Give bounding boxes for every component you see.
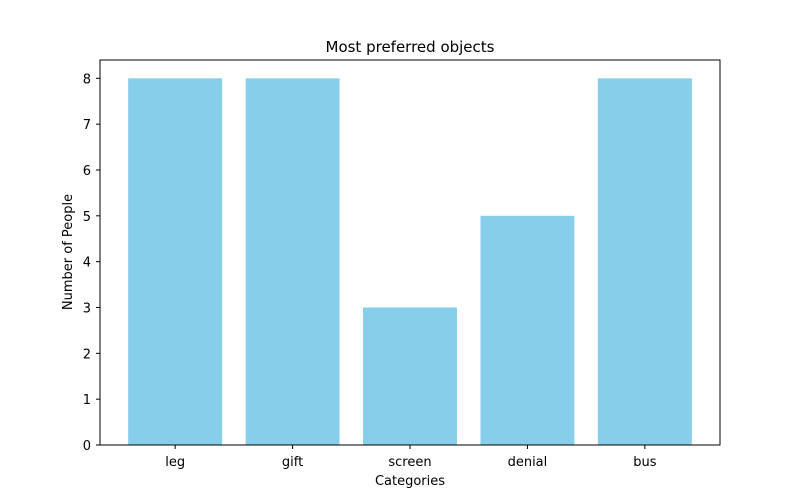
plot-frame	[99, 59, 721, 446]
x-tick-label: leg	[165, 455, 185, 470]
bar-leg	[128, 78, 223, 445]
y-tick-label: 6	[83, 164, 91, 179]
bars-layer	[128, 78, 692, 445]
bar-screen	[363, 307, 457, 445]
x-axis-ticks: leg gift screen denial bus	[165, 445, 657, 470]
chart-title: Most preferred objects	[326, 38, 495, 56]
y-tick-label: 7	[83, 118, 91, 133]
y-tick-label: 3	[83, 302, 91, 317]
y-tick-label: 8	[83, 72, 91, 87]
y-tick-label: 4	[83, 256, 91, 271]
y-tick-label: 5	[83, 210, 91, 225]
bar-gift	[245, 78, 340, 445]
bar-bus	[597, 78, 692, 445]
x-axis-title: Categories	[375, 474, 445, 489]
y-axis-title: Number of People	[61, 194, 76, 310]
x-tick-label: denial	[508, 455, 548, 470]
x-tick-label: screen	[388, 455, 431, 470]
y-tick-label: 2	[83, 347, 91, 362]
y-axis-ticks: 0 1 2 3 4 5 6 7 8	[83, 72, 100, 454]
bar-denial	[480, 215, 575, 445]
y-tick-label: 1	[83, 393, 91, 408]
x-tick-label: bus	[633, 455, 656, 470]
y-tick-label: 0	[83, 439, 91, 454]
x-tick-label: gift	[282, 455, 303, 470]
